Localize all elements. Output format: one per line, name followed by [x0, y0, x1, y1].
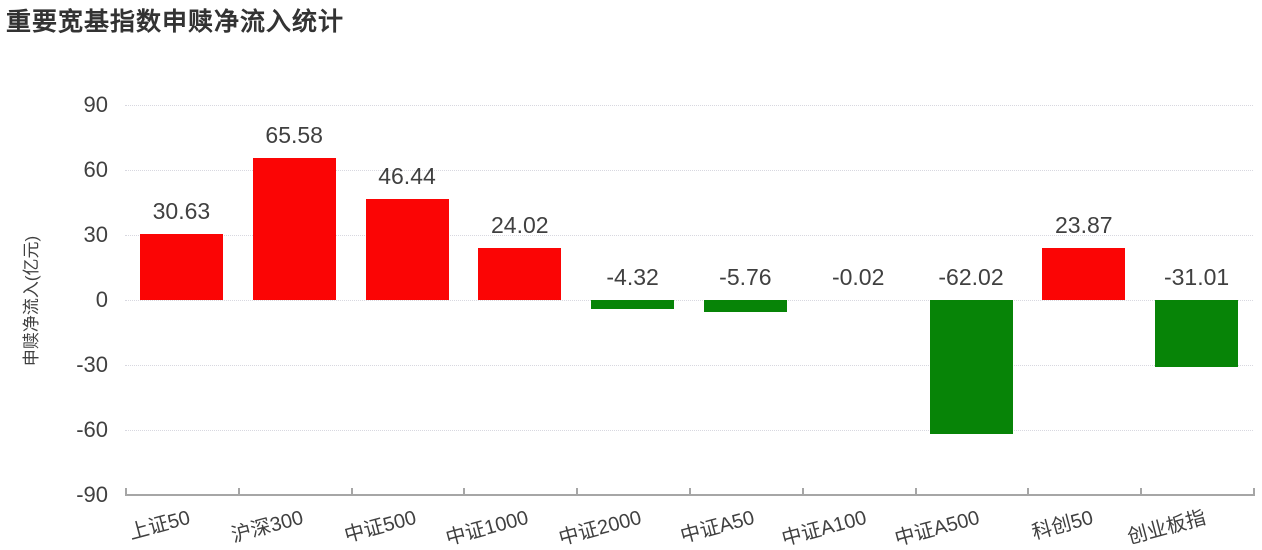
x-axis-tick [350, 488, 353, 494]
x-axis-label-上证50: 上证50 [126, 506, 193, 545]
bar-value-label: -4.32 [606, 264, 659, 290]
bar-value-label: -5.76 [719, 264, 772, 290]
x-axis-label-中证A100: 中证A100 [779, 506, 870, 550]
bar-value-label: 46.44 [378, 163, 436, 190]
x-axis-tick [1253, 488, 1255, 494]
bar-value-label: -0.02 [831, 264, 885, 290]
bar-创业板指 [1155, 300, 1239, 368]
x-axis-label-中证500: 中证500 [341, 506, 419, 548]
bar-value-label: 23.87 [1055, 212, 1113, 239]
bar-value-label: 30.63 [152, 197, 211, 224]
bar-value-label: -31.01 [1163, 264, 1230, 290]
bar-value-label: 65.58 [265, 121, 323, 148]
bar-中证A500 [929, 300, 1013, 435]
gridline [125, 235, 1253, 236]
bar-上证50 [139, 233, 223, 300]
bar-中证1000 [478, 247, 562, 300]
gridline [125, 105, 1253, 106]
x-axis-tick [125, 488, 127, 494]
gridline [125, 430, 1253, 431]
x-axis-label-中证A500: 中证A500 [892, 506, 983, 550]
x-axis-tick [576, 488, 579, 494]
x-axis-tick [914, 488, 917, 494]
x-axis-tick [689, 488, 691, 494]
y-tick-label: -30 [76, 352, 108, 377]
x-axis-tick [237, 488, 240, 494]
x-axis-tick [1027, 488, 1030, 494]
bar-中证2000 [591, 300, 675, 310]
gridline [125, 300, 1253, 301]
x-axis-tick [463, 488, 466, 494]
bar-中证500 [365, 199, 449, 300]
gridline [125, 365, 1253, 366]
y-tick-label: 90 [83, 92, 108, 117]
x-axis-tick [801, 488, 804, 494]
bar-沪深300 [252, 157, 336, 300]
y-tick-label: 0 [95, 287, 108, 312]
x-axis-label-中证A50: 中证A50 [677, 506, 757, 548]
y-tick-label: 30 [83, 222, 108, 247]
bar-科创50 [1042, 248, 1126, 300]
bar-value-label: 24.02 [491, 211, 549, 238]
chart-title: 重要宽基指数申赎净流入统计 [6, 8, 345, 36]
x-axis-label-中证2000: 中证2000 [556, 506, 644, 550]
x-axis-label-科创50: 科创50 [1029, 506, 1096, 545]
x-axis-tick [1140, 488, 1143, 494]
bar-value-label: -62.02 [938, 264, 1004, 290]
x-axis-label-中证1000: 中证1000 [443, 506, 532, 550]
x-axis-label-沪深300: 沪深300 [228, 506, 306, 548]
y-tick-label: -90 [76, 482, 108, 507]
x-axis-line [125, 494, 1255, 496]
gridline [125, 170, 1253, 171]
x-axis-label-创业板指: 创业板指 [1124, 506, 1208, 549]
y-tick-label: -60 [76, 417, 108, 442]
y-tick-label: 60 [83, 157, 108, 182]
bar-中证A50 [703, 300, 787, 313]
